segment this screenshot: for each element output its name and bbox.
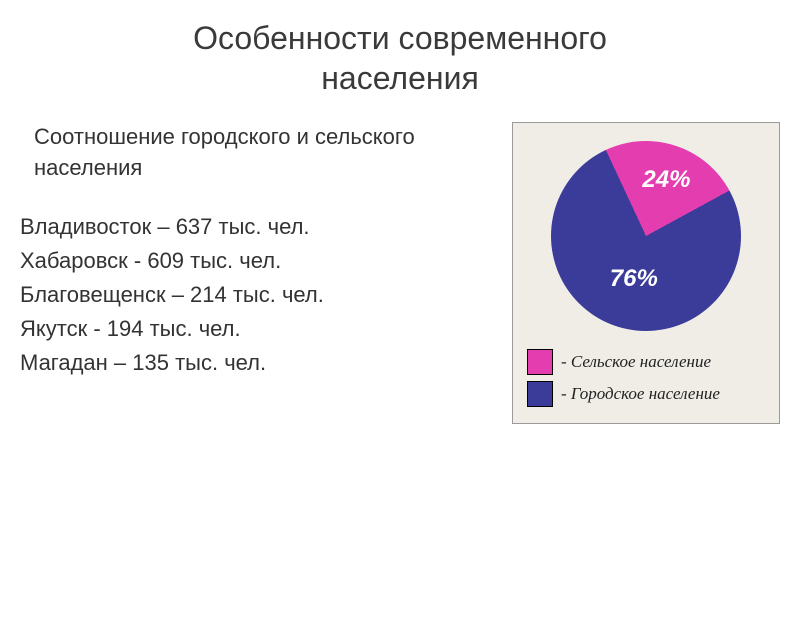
subheading: Соотношение городского и сельского насел… — [20, 122, 502, 184]
list-item: Якутск - 194 тыс. чел. — [20, 312, 502, 346]
pie-chart: 24% 76% — [551, 141, 741, 331]
pie-slice-label-rural: 24% — [642, 166, 690, 194]
title-line-2: населения — [321, 60, 479, 96]
legend-item-rural: - Сельское население — [527, 349, 765, 375]
legend-swatch-urban — [527, 381, 553, 407]
legend-label-rural: - Сельское население — [561, 352, 711, 372]
title-line-1: Особенности современного — [193, 20, 607, 56]
list-item: Хабаровск - 609 тыс. чел. — [20, 244, 502, 278]
page-title: Особенности современного населения — [0, 18, 800, 98]
content-area: Соотношение городского и сельского насел… — [0, 122, 800, 424]
pie-slice-label-urban: 76% — [610, 265, 658, 293]
list-item: Магадан – 135 тыс. чел. — [20, 346, 502, 380]
legend-label-urban: - Городское население — [561, 384, 720, 404]
legend: - Сельское население - Городское населен… — [527, 349, 765, 407]
list-item: Благовещенск – 214 тыс. чел. — [20, 278, 502, 312]
city-list: Владивосток – 637 тыс. чел. Хабаровск - … — [20, 210, 502, 380]
left-column: Соотношение городского и сельского насел… — [20, 122, 512, 380]
legend-item-urban: - Городское население — [527, 381, 765, 407]
legend-swatch-rural — [527, 349, 553, 375]
list-item: Владивосток – 637 тыс. чел. — [20, 210, 502, 244]
pie-chart-box: 24% 76% - Сельское население - Городское… — [512, 122, 780, 424]
